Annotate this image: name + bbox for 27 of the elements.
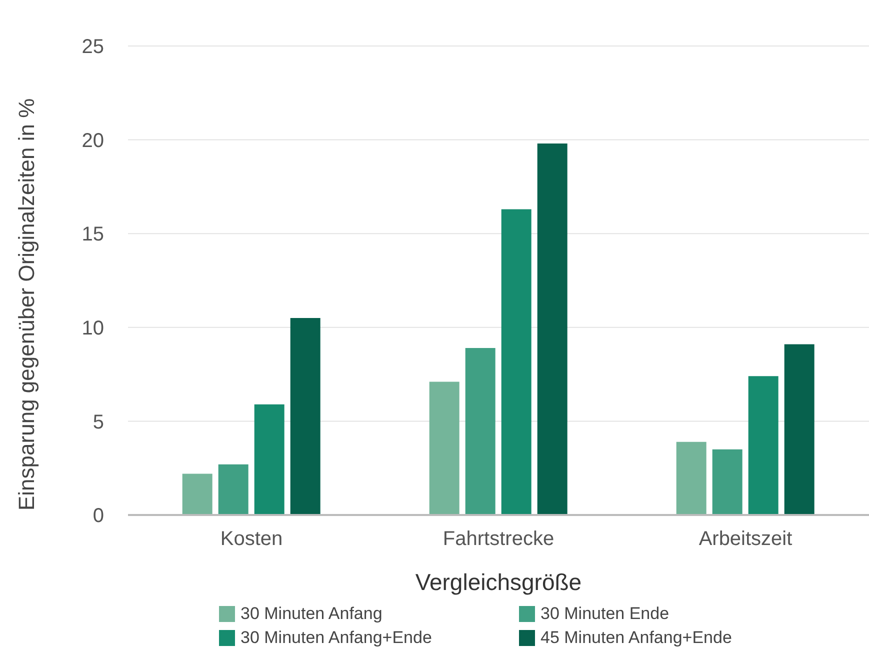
legend-label: 30 Minuten Ende xyxy=(540,604,670,624)
y-tick-label: 10 xyxy=(82,318,104,340)
bar xyxy=(218,464,248,515)
x-tick-label: Kosten xyxy=(220,528,283,550)
legend-label: 45 Minuten Anfang+Ende xyxy=(540,628,733,648)
bar xyxy=(537,144,568,515)
bar xyxy=(712,449,742,515)
y-tick-label: 15 xyxy=(82,224,104,246)
bar xyxy=(784,344,814,515)
y-tick-label: 5 xyxy=(92,411,104,434)
legend-label: 30 Minuten Anfang xyxy=(240,604,384,624)
bar xyxy=(254,404,284,515)
bar xyxy=(501,209,532,515)
bar xyxy=(290,318,320,515)
x-tick-label: Fahrtstrecke xyxy=(442,528,554,550)
x-tick-label: Arbeitszeit xyxy=(698,528,793,550)
y-axis-title: Einsparung gegenüber Originalzeiten in % xyxy=(14,98,39,510)
y-tick-label: 20 xyxy=(82,130,104,152)
bar xyxy=(465,348,496,515)
bar xyxy=(182,474,212,515)
legend-label: 30 Minuten Anfang+Ende xyxy=(240,628,433,648)
y-tick-label: 25 xyxy=(82,36,104,58)
bar xyxy=(676,442,706,515)
bar xyxy=(429,382,460,515)
x-axis-title: Vergleichsgröße xyxy=(415,569,582,595)
bar xyxy=(748,376,778,515)
y-tick-label: 0 xyxy=(92,505,104,528)
